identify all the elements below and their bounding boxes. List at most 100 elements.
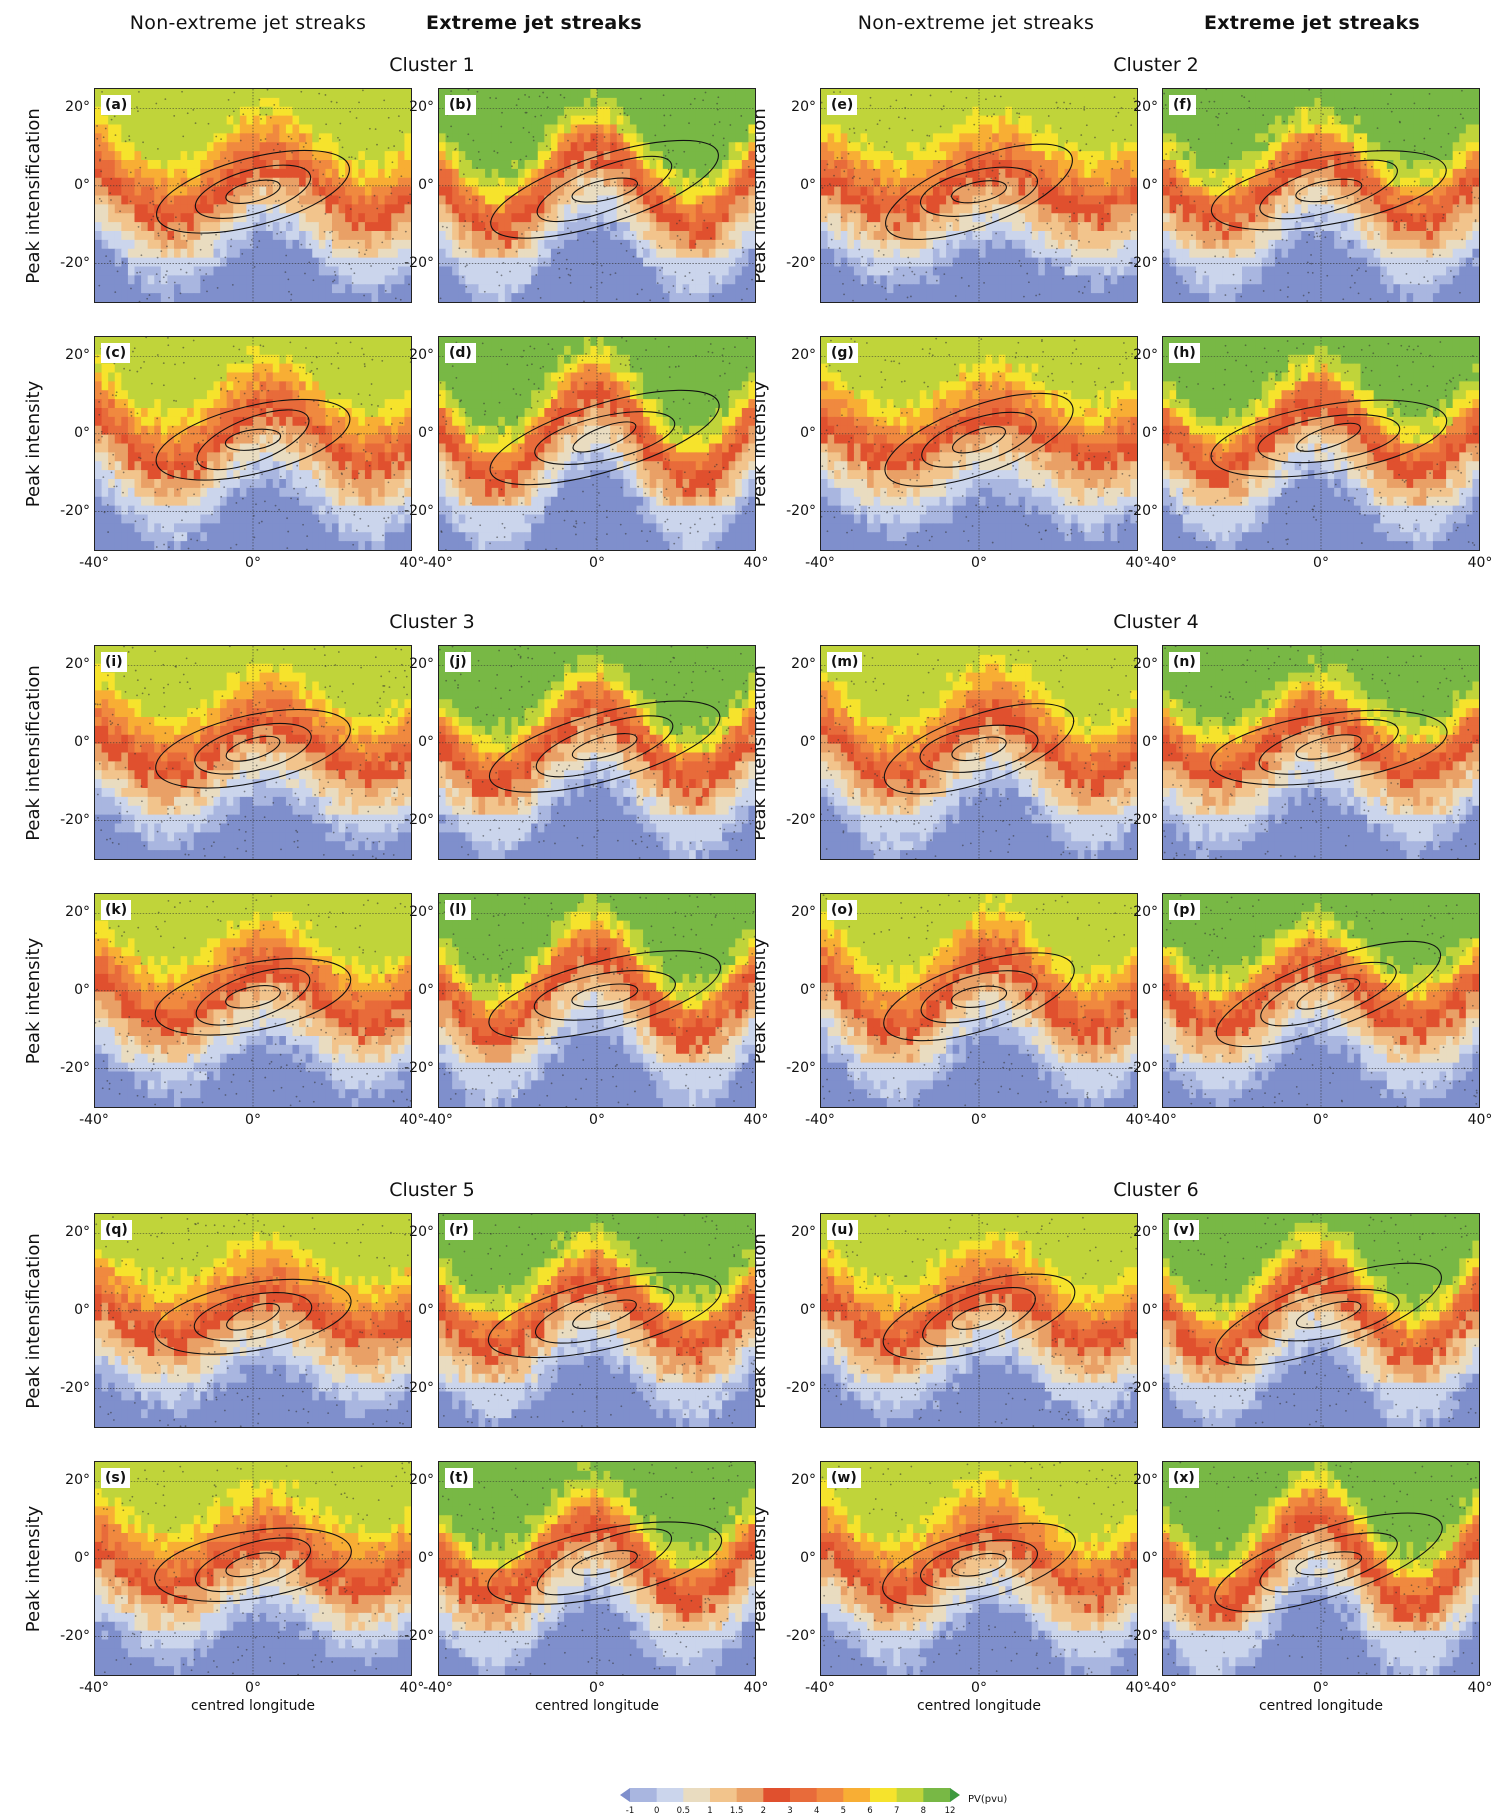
pv-field [1163, 337, 1479, 550]
x-tick-label: 40° [1455, 1680, 1505, 1696]
colorbar-tick: 12 [940, 1806, 960, 1816]
y-tick-label: 20° [776, 1224, 816, 1240]
y-tick-label: 0° [394, 177, 434, 193]
y-tick-label: 20° [394, 656, 434, 672]
x-tick-label: -40° [1137, 555, 1187, 571]
x-tick-label: -40° [795, 555, 845, 571]
map-panel: (d) [438, 336, 756, 551]
pv-field [821, 1214, 1137, 1427]
pv-map [821, 1462, 1137, 1675]
panel-label: (o) [827, 900, 857, 920]
pv-field [821, 646, 1137, 859]
pv-map [821, 337, 1137, 550]
pv-field [95, 1462, 411, 1675]
y-tick-label: 20° [50, 347, 90, 363]
y-tick-label: 0° [50, 982, 90, 998]
y-tick-label: 20° [394, 1224, 434, 1240]
y-tick-label: 20° [50, 656, 90, 672]
cluster-title-1: Cluster 1 [282, 54, 582, 76]
map-panel: (c) [94, 336, 412, 551]
pv-map [439, 1214, 755, 1427]
y-tick-label: 0° [50, 734, 90, 750]
panel-label: (b) [445, 95, 476, 115]
y-tick-label: 20° [1118, 1472, 1158, 1488]
x-tick-label: 0° [228, 555, 278, 571]
pv-field [439, 1462, 755, 1675]
cluster-title-4: Cluster 4 [1006, 611, 1306, 633]
colorbar-cell [817, 1788, 844, 1802]
pv-field [439, 89, 755, 302]
map-panel: (h) [1162, 336, 1480, 551]
panel-label: (p) [1169, 900, 1200, 920]
y-tick-label: 20° [50, 99, 90, 115]
panel-label: (h) [1169, 343, 1200, 363]
x-tick-label: 0° [954, 1112, 1004, 1128]
y-tick-label: -20° [776, 1060, 816, 1076]
y-tick-label: -20° [776, 812, 816, 828]
row-label-peak-intensification: Peak intensification [22, 86, 46, 306]
y-tick-label: 0° [776, 1550, 816, 1566]
panel-label: (a) [101, 95, 131, 115]
map-panel: (l) [438, 893, 756, 1108]
x-tick-label: 40° [731, 1112, 781, 1128]
panel-label: (t) [445, 1468, 473, 1488]
y-tick-label: 0° [394, 982, 434, 998]
colorbar-cell [763, 1788, 790, 1802]
pv-map [821, 646, 1137, 859]
y-tick-label: 0° [50, 1302, 90, 1318]
y-tick-label: 20° [50, 1224, 90, 1240]
y-tick-label: -20° [1118, 1380, 1158, 1396]
y-tick-label: 20° [1118, 656, 1158, 672]
pv-field [95, 646, 411, 859]
panel-label: (x) [1169, 1468, 1199, 1488]
colorbar-cell [737, 1788, 764, 1802]
y-tick-label: -20° [50, 255, 90, 271]
x-tick-label: -40° [795, 1112, 845, 1128]
pv-map [1163, 337, 1479, 550]
map-panel: (x) [1162, 1461, 1480, 1676]
map-panel: (e) [820, 88, 1138, 303]
map-panel: (b) [438, 88, 756, 303]
row-label-peak-intensification: Peak intensification [22, 643, 46, 863]
y-tick-label: 20° [1118, 1224, 1158, 1240]
y-tick-label: 20° [50, 904, 90, 920]
panel-label: (i) [101, 652, 127, 672]
pv-field [95, 894, 411, 1107]
y-tick-label: -20° [394, 1380, 434, 1396]
panel-label: (l) [445, 900, 471, 920]
column-header-extreme-left: Extreme jet streaks [384, 12, 684, 34]
y-tick-label: -20° [394, 503, 434, 519]
map-panel: (p) [1162, 893, 1480, 1108]
x-tick-label: -40° [69, 555, 119, 571]
colorbar-tick: -1 [620, 1806, 640, 1816]
x-tick-label: 40° [731, 1680, 781, 1696]
pv-field [1163, 1462, 1479, 1675]
y-tick-label: 20° [776, 656, 816, 672]
panel-label: (u) [827, 1220, 858, 1240]
y-tick-label: 0° [394, 1302, 434, 1318]
colorbar-cell [923, 1788, 950, 1802]
y-tick-label: 20° [394, 1472, 434, 1488]
pv-field [821, 1462, 1137, 1675]
x-tick-label: -40° [69, 1680, 119, 1696]
colorbar-cell [657, 1788, 684, 1802]
pv-field [821, 337, 1137, 550]
column-header-nonextreme-left: Non-extreme jet streaks [98, 12, 398, 34]
x-tick-label: -40° [413, 1680, 463, 1696]
y-tick-label: -20° [1118, 255, 1158, 271]
map-panel: (k) [94, 893, 412, 1108]
map-panel: (s) [94, 1461, 412, 1676]
colorbar-tick: 2 [753, 1806, 773, 1816]
map-panel: (g) [820, 336, 1138, 551]
y-tick-label: -20° [394, 812, 434, 828]
y-tick-label: 0° [50, 177, 90, 193]
colorbar-tick: 1 [700, 1806, 720, 1816]
y-tick-label: 0° [1118, 1302, 1158, 1318]
y-tick-label: 0° [50, 1550, 90, 1566]
panel-label: (d) [445, 343, 476, 363]
y-tick-label: -20° [776, 503, 816, 519]
y-tick-label: -20° [50, 1380, 90, 1396]
pv-field [95, 89, 411, 302]
colorbar-min-arrow [620, 1788, 630, 1802]
colorbar-label: PV(pvu) [968, 1794, 1007, 1805]
